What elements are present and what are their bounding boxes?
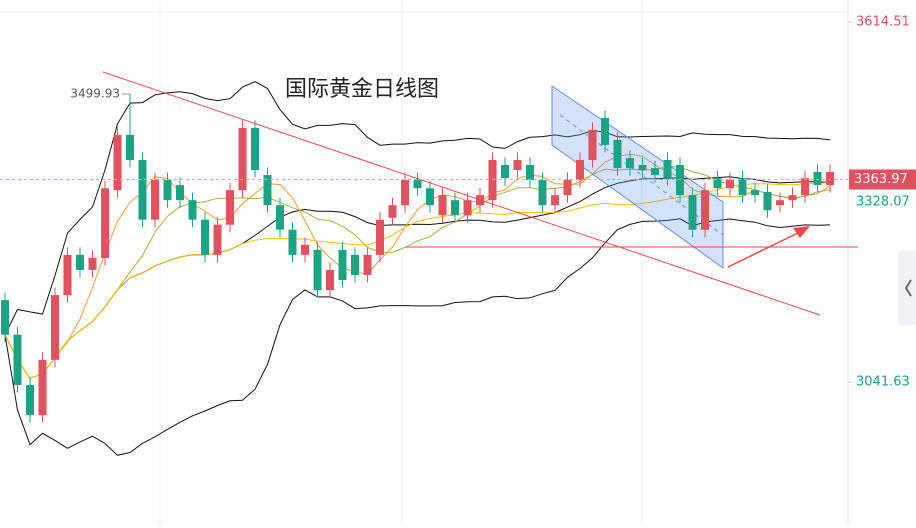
side-tab-icon (904, 279, 912, 297)
candle-body (163, 180, 172, 201)
candle-body (88, 258, 97, 270)
candle-body (26, 384, 34, 416)
candle-body (776, 200, 784, 206)
trend-line (102, 71, 821, 316)
candle-body (226, 190, 234, 225)
candle-body (613, 139, 622, 169)
candle-body (13, 334, 22, 385)
candle-body (626, 158, 634, 169)
candle-body (113, 134, 122, 191)
candle-body (313, 249, 322, 291)
candle-body (101, 188, 109, 259)
candle-body (526, 164, 534, 181)
candle-body (138, 159, 147, 220)
last-price-label: 3363.97 (854, 172, 908, 187)
candle-body (326, 269, 334, 291)
arrow-head (793, 226, 810, 238)
candle-body (713, 178, 722, 189)
candle-body (576, 159, 584, 181)
last-price-box (849, 169, 916, 190)
y-tick-label: 3041.63 (856, 375, 910, 390)
candle-body (51, 295, 59, 360)
candle-body (413, 180, 422, 189)
candle-body (663, 159, 672, 179)
candle-body (726, 180, 734, 189)
candle-body (488, 159, 497, 201)
candle-body (63, 254, 72, 296)
candle-body (438, 195, 447, 216)
candle-body (801, 178, 809, 196)
y-tick-label: 3614.51 (856, 14, 910, 29)
candle-body (813, 171, 822, 186)
candle-body (788, 195, 797, 201)
candle-body (751, 190, 759, 196)
candle-body (463, 200, 472, 216)
candle-body (376, 219, 384, 255)
candle-body (738, 178, 747, 196)
candle-body (38, 359, 47, 416)
candle-body (538, 180, 547, 206)
candle-body (363, 254, 372, 275)
candle-body (351, 254, 359, 275)
candle-body (701, 190, 709, 230)
candle-body (388, 205, 397, 218)
candle-body (588, 129, 597, 160)
candle-body (288, 229, 297, 255)
candle-body (188, 200, 197, 220)
ma-price-label: 3328.07 (856, 195, 910, 210)
candle-body (338, 249, 347, 281)
candle-body (651, 168, 659, 176)
grid-decor (0, 0, 848, 524)
candle-body (401, 180, 409, 206)
candle-body (601, 117, 609, 145)
candle-body (213, 224, 222, 255)
candle-body (688, 195, 697, 230)
candle-body (276, 205, 284, 230)
candle-body (638, 164, 647, 171)
indicator-line (4, 166, 831, 379)
chart-title: 国际黄金日线图 (285, 77, 439, 102)
candle-body (426, 188, 434, 206)
candle-body (201, 219, 209, 255)
candle-body (676, 164, 684, 196)
indicator-line (4, 81, 831, 335)
candle-body (238, 127, 247, 191)
candles: 3499.93 (1, 87, 834, 423)
candle-body (263, 175, 272, 206)
candle-body (563, 180, 572, 196)
candle-body (176, 185, 184, 201)
candle-body (251, 127, 259, 171)
candle-body (76, 254, 84, 270)
candle-body (451, 200, 459, 216)
candle-body (301, 244, 309, 255)
candle-body (763, 192, 772, 211)
arrow (727, 231, 801, 268)
candle-body (501, 164, 509, 179)
candle-body (551, 195, 559, 206)
candle-body (126, 134, 134, 160)
candle-body (151, 180, 159, 220)
candle-body (513, 159, 522, 171)
candle-body (1, 300, 9, 335)
price-axis: 3614.51 3041.63 3363.97 3328.07 (0, 14, 916, 390)
high-label: 3499.93 (70, 87, 120, 101)
